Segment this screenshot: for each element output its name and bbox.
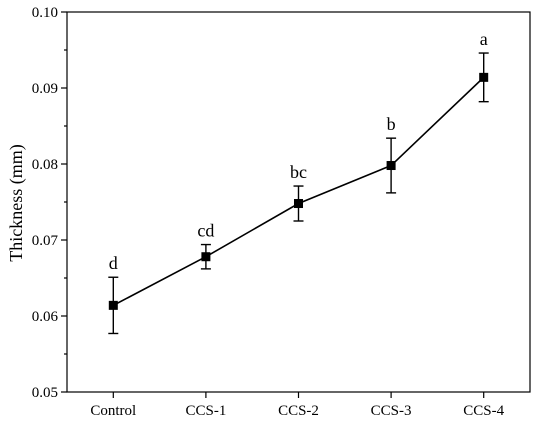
x-tick-label: Control xyxy=(90,403,136,419)
y-axis-title: Thickness (mm) xyxy=(6,144,27,261)
x-tick-label: CCS-4 xyxy=(463,403,504,419)
y-tick-label: 0.07 xyxy=(32,233,59,249)
x-tick-label: CCS-2 xyxy=(278,403,319,419)
significance-label: bc xyxy=(290,162,307,182)
y-tick-label: 0.09 xyxy=(32,81,58,97)
series-thickness: d cd bc b a xyxy=(108,29,489,335)
data-point xyxy=(479,72,489,82)
data-point xyxy=(108,300,118,310)
data-point xyxy=(294,199,303,209)
x-tick-label: CCS-1 xyxy=(185,403,226,419)
significance-label: d xyxy=(109,253,118,273)
y-tick-label: 0.10 xyxy=(32,5,58,21)
significance-label: b xyxy=(387,114,396,134)
y-tick-label: 0.06 xyxy=(32,309,59,325)
y-tick-label: 0.08 xyxy=(32,157,58,173)
x-ticks: Control CCS-1 CCS-2 CCS-3 CCS-4 xyxy=(90,392,505,419)
data-point xyxy=(201,252,211,262)
significance-label: a xyxy=(480,29,488,49)
significance-label: cd xyxy=(197,221,214,241)
data-point xyxy=(386,161,396,171)
y-tick-label: 0.05 xyxy=(32,385,58,401)
y-ticks: 0.05 0.06 0.07 0.08 0.09 0.10 xyxy=(32,5,67,401)
x-tick-label: CCS-3 xyxy=(371,403,412,419)
